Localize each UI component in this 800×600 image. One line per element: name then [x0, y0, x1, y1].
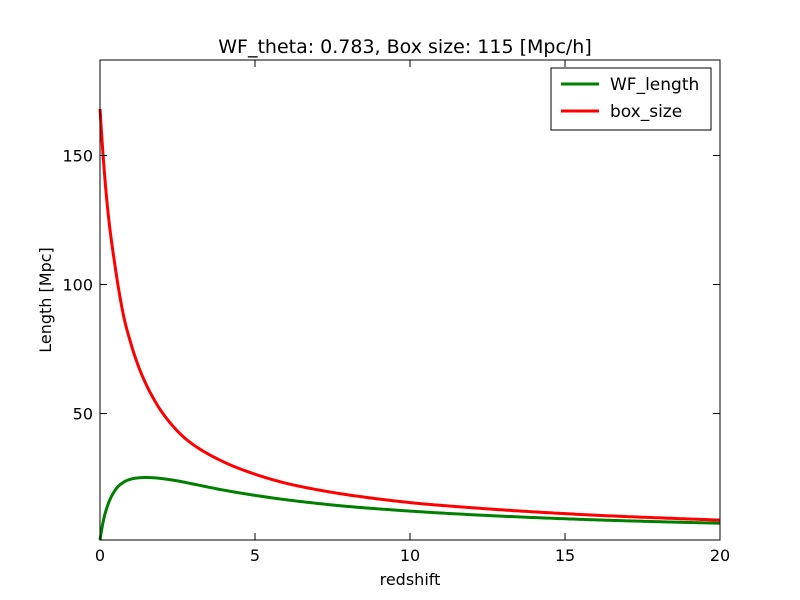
- legend: WF_length box_size: [550, 67, 712, 131]
- x-tick-label: 20: [710, 546, 730, 565]
- legend-label-box-size: box_size: [610, 102, 682, 122]
- x-tick-label: 0: [95, 546, 105, 565]
- y-tick-label: 50: [73, 405, 93, 424]
- y-axis-title: Length [Mpc]: [36, 247, 55, 353]
- x-tick-label: 5: [250, 546, 260, 565]
- legend-box: [550, 67, 712, 131]
- x-tick-label: 10: [400, 546, 420, 565]
- y-tick-label: 100: [62, 276, 93, 295]
- tick-layer: 0 5 10 15 20 50 100 150: [62, 60, 730, 565]
- y-tick-label: 150: [62, 146, 93, 165]
- series-layer: [98, 108, 721, 541]
- plot-background: [100, 60, 720, 540]
- x-axis-title: redshift: [380, 570, 441, 589]
- series-line-box-size: [98, 108, 721, 522]
- series-line-wf-length: [98, 476, 721, 541]
- x-tick-label: 15: [555, 546, 575, 565]
- plot-area: 0 5 10 15 20 50 100 150: [62, 59, 730, 565]
- chart-title: WF_theta: 0.783, Box size: 115 [Mpc/h]: [218, 36, 592, 58]
- legend-label-wf-length: WF_length: [610, 75, 699, 95]
